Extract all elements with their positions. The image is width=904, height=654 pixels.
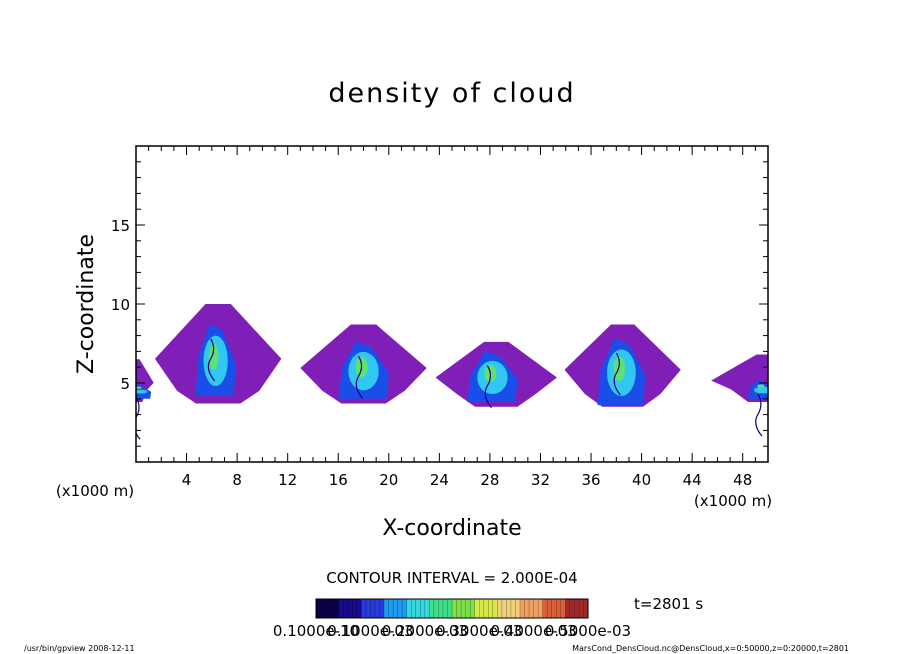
- plot-background: [136, 146, 768, 462]
- cloud-peak: [208, 343, 219, 371]
- colorbar-swatch: [542, 599, 566, 618]
- y-axis-title: Z-coordinate: [74, 234, 99, 374]
- colorbar-swatch: [497, 599, 521, 618]
- x-tick-label: 24: [430, 471, 449, 489]
- colorbar-label: 0.1000e-10: [273, 622, 359, 640]
- cloud-peak: [613, 356, 626, 381]
- x-tick-label: 4: [182, 471, 192, 489]
- cloud-contour: [484, 365, 492, 409]
- y-tick-label: 10: [111, 296, 130, 314]
- colorbar-swatch: [429, 599, 453, 618]
- x-tick-label: 16: [329, 471, 348, 489]
- colorbar-labels: 0.1000e-100.1000e-030.2000e-030.3000e-03…: [273, 622, 631, 640]
- cloud-contour: [207, 338, 216, 382]
- colorbar-swatch: [520, 599, 544, 618]
- x-tick-label: 28: [480, 471, 499, 489]
- cloud-inner: [753, 386, 768, 394]
- colorbar-label: 0.3000e-03: [436, 622, 522, 640]
- colorbar-swatch: [361, 599, 385, 618]
- colorbar-swatch: [406, 599, 430, 618]
- x-tick-label: 44: [683, 471, 702, 489]
- y-tick-label: 15: [111, 217, 130, 235]
- cloud-contour: [355, 355, 363, 399]
- cloud-cell-5: [711, 354, 768, 437]
- colorbar-label: 0.2000e-03: [382, 622, 468, 640]
- colorbar-swatch: [474, 599, 498, 618]
- contour-interval-label: CONTOUR INTERVAL = 2.000E-04: [326, 569, 577, 587]
- x-tick-label: 12: [278, 471, 297, 489]
- cloud-cell-4: [564, 324, 681, 407]
- cloud-inner: [136, 389, 148, 394]
- colorbar-label: 0.5000e-03: [545, 622, 631, 640]
- x-tick-label: 48: [733, 471, 752, 489]
- cloud-contour: [755, 393, 763, 437]
- x-axis-unit: (x1000 m): [694, 492, 772, 510]
- chart-title: density of cloud: [328, 78, 575, 109]
- colorbar-swatch: [384, 599, 408, 618]
- colorbar-swatch: [316, 599, 340, 618]
- cloud-peak: [757, 384, 765, 388]
- colorbar-frame: [315, 598, 589, 619]
- x-axis-title: X-coordinate: [382, 516, 521, 541]
- footer-right: MarsCond_DensCloud.nc@DensCloud,x=0:5000…: [572, 644, 849, 653]
- colorbar-swatch: [452, 599, 476, 618]
- x-tick-label: 8: [232, 471, 242, 489]
- x-tick-label: 32: [531, 471, 550, 489]
- footer-left: /usr/bin/gpview 2008-12-11: [24, 644, 135, 653]
- colorbar-swatch: [338, 599, 362, 618]
- cloud-cell-1: [154, 304, 282, 404]
- colorbar-label: 0.4000e-03: [490, 622, 576, 640]
- x-tick-label: 20: [379, 471, 398, 489]
- cloud-cell-2: [300, 324, 427, 404]
- colorbar-label: 0.1000e-03: [327, 622, 413, 640]
- cloud-peak: [136, 386, 142, 389]
- x-tick-label: 40: [632, 471, 651, 489]
- y-tick-label: 5: [120, 375, 130, 393]
- cloud-cell-3: [435, 341, 557, 409]
- y-axis-unit: (x1000 m): [56, 482, 134, 500]
- y-axis-ticks: 5 10 15: [111, 161, 768, 447]
- time-label: t=2801 s: [634, 595, 703, 613]
- cloud-field: [136, 304, 768, 440]
- cloud-contour: [613, 352, 621, 396]
- colorbar: [316, 599, 589, 618]
- x-tick-label: 36: [581, 471, 600, 489]
- x-axis-ticks: 4 8 12 16 20 24 28 32 36 40 44 48: [148, 146, 756, 489]
- colorbar-swatch: [565, 599, 589, 618]
